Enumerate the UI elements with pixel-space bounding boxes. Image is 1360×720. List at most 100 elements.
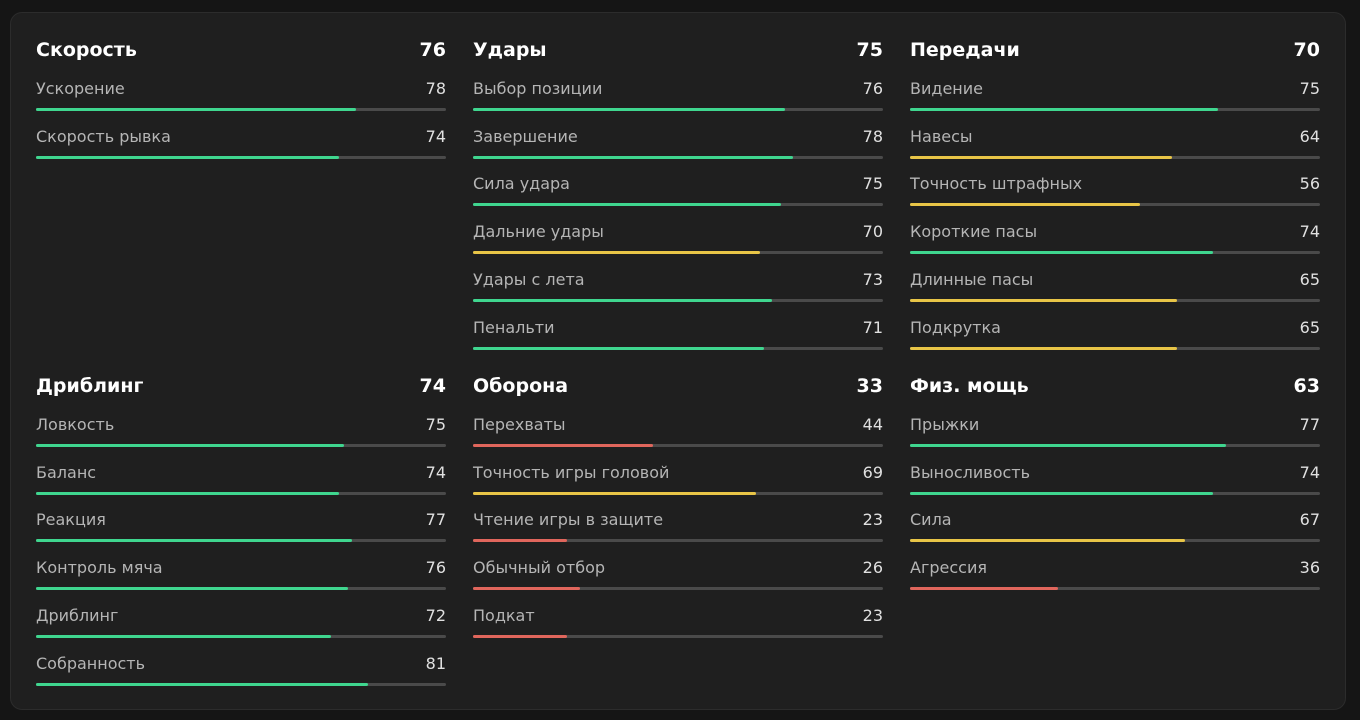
stat-track — [473, 203, 883, 207]
stat-label: Перехваты — [473, 415, 566, 434]
stat-value: 81 — [425, 653, 446, 673]
stat-track — [473, 634, 883, 638]
stat-track — [36, 444, 446, 447]
stat-bar — [910, 444, 1226, 447]
stat-value: 74 — [425, 462, 446, 482]
stat-label: Пенальти — [473, 317, 555, 337]
stat-bar — [473, 346, 765, 350]
stat-value: 75 — [862, 174, 883, 194]
stat-track — [910, 491, 1320, 495]
stat-value: 78 — [862, 126, 883, 146]
stat-label: Выносливость — [910, 462, 1031, 482]
stat-bar — [36, 491, 340, 495]
stats-panel — [10, 12, 1346, 710]
stat-track — [473, 155, 883, 159]
stat-bar — [910, 203, 1140, 207]
stat-track — [36, 587, 446, 591]
section-title: Передачи — [910, 39, 1020, 61]
stat-label: Реакция — [36, 510, 106, 530]
stat-bar — [473, 251, 760, 255]
stat-label: Подкрутка — [910, 317, 1001, 337]
stat-value: 69 — [862, 462, 883, 482]
stat-label: Ускорение — [36, 79, 125, 98]
stat-track — [910, 587, 1320, 591]
stat-label: Обычный отбор — [473, 558, 606, 578]
stat-label: Ловкость — [36, 415, 115, 434]
stat-value: 70 — [862, 222, 883, 242]
stat-track — [36, 634, 446, 638]
stat-label: Агрессия — [910, 558, 987, 578]
stat-value: 44 — [862, 415, 883, 434]
section-title: Дриблинг — [36, 375, 144, 397]
section-title: Оборона — [473, 375, 569, 397]
stat-value: 65 — [1299, 269, 1320, 289]
stat-label: Прыжки — [910, 415, 980, 434]
stat-track — [473, 108, 883, 111]
stat-track — [910, 539, 1320, 543]
stat-value: 71 — [862, 317, 883, 337]
section-score: 74 — [419, 375, 446, 397]
stat-bar — [36, 155, 340, 159]
stat-value: 77 — [1299, 415, 1320, 434]
stat-track — [36, 491, 446, 495]
stat-value: 75 — [425, 415, 446, 434]
stat-bar — [473, 155, 793, 159]
stat-label: Баланс — [36, 462, 97, 482]
stat-track — [473, 587, 883, 591]
stat-track — [473, 298, 883, 302]
stat-track — [36, 539, 446, 543]
stat-value: 78 — [425, 79, 446, 98]
stat-bar — [910, 298, 1177, 302]
section-score: 33 — [856, 375, 883, 397]
stat-value: 74 — [425, 126, 446, 146]
stat-label: Скорость рывка — [36, 126, 171, 146]
stat-bar — [36, 444, 344, 447]
stat-value: 75 — [1299, 79, 1320, 98]
stat-bar — [473, 491, 756, 495]
stat-value: 76 — [862, 79, 883, 98]
stat-value: 26 — [862, 558, 883, 578]
stat-label: Выбор позиции — [473, 79, 603, 98]
stat-label: Короткие пасы — [910, 222, 1038, 242]
stat-bar — [36, 108, 356, 111]
stat-track — [910, 444, 1320, 447]
section-score: 63 — [1293, 375, 1320, 397]
stat-label: Видение — [910, 79, 983, 98]
stat-label: Точность штрафных — [910, 174, 1083, 194]
stat-track — [473, 539, 883, 543]
stat-bar — [910, 155, 1173, 159]
stat-value: 74 — [1299, 462, 1320, 482]
section-score: 70 — [1293, 39, 1320, 61]
stat-bar — [473, 203, 781, 207]
stat-label: Навесы — [910, 126, 973, 146]
stat-track — [36, 108, 446, 111]
stat-label: Сила удара — [473, 174, 570, 194]
stat-label: Подкат — [473, 605, 535, 625]
stat-label: Удары с лета — [473, 269, 585, 289]
stat-bar — [910, 346, 1177, 350]
stat-bar — [910, 539, 1185, 543]
stat-value: 67 — [1299, 510, 1320, 530]
stat-bar — [36, 587, 348, 591]
stat-track — [910, 346, 1320, 350]
section-title: Скорость — [36, 39, 137, 61]
stat-track — [910, 155, 1320, 159]
stat-track — [910, 108, 1320, 111]
stat-value: 64 — [1299, 126, 1320, 146]
stat-label: Точность игры головой — [473, 462, 670, 482]
stat-value: 23 — [862, 510, 883, 530]
stat-bar — [36, 682, 369, 686]
stat-value: 74 — [1299, 222, 1320, 242]
stat-track — [910, 203, 1320, 207]
stat-track — [910, 251, 1320, 255]
stat-label: Собранность — [36, 653, 146, 673]
stat-bar — [473, 587, 580, 591]
stat-track — [473, 444, 883, 447]
stat-label: Сила — [910, 510, 952, 530]
stat-bar — [36, 634, 332, 638]
stat-bar — [910, 108, 1218, 111]
stat-value: 36 — [1299, 558, 1320, 578]
section-score: 75 — [856, 39, 883, 61]
stat-value: 76 — [425, 558, 446, 578]
